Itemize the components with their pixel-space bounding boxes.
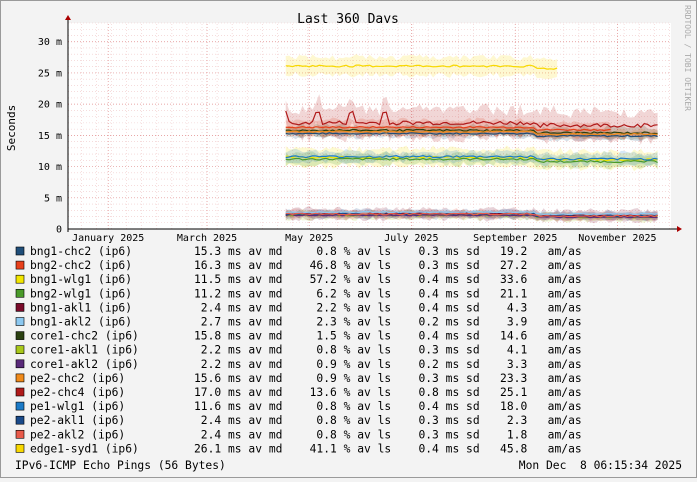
legend-swatch — [15, 303, 25, 312]
legend-series-name: pe1-wlg1 (ip6) — [30, 400, 125, 413]
legend-swatch — [15, 444, 25, 453]
legend-swatch — [15, 345, 25, 355]
x-tick-label: November 2025 — [578, 233, 656, 244]
legend-series-name: pe2-akl2 (ip6) — [30, 428, 125, 441]
legend-series-stats: 2.7 ms av md 2.3 % av ls 0.2 ms sd 3.9 a… — [194, 316, 582, 329]
y-tick-label: 25 m — [38, 68, 62, 79]
legend-series-stats: 15.8 ms av md 1.5 % av ls 0.4 ms sd 14.6… — [194, 330, 582, 343]
legend-series-stats: 11.6 ms av md 0.8 % av ls 0.4 ms sd 18.0… — [194, 400, 582, 413]
series-line — [285, 155, 658, 162]
legend-swatch — [15, 373, 25, 383]
y-tick-label: 10 m — [38, 162, 62, 173]
legend-series-name: core1-chc2 (ip6) — [30, 330, 139, 343]
y-axis-label: Seconds — [5, 105, 18, 151]
y-tick-label: 5 m — [44, 193, 62, 204]
legend-series-stats: 11.2 ms av md 6.2 % av ls 0.4 ms sd 21.1… — [194, 287, 582, 300]
series-line — [285, 132, 658, 138]
legend-series-name: bng1-chc2 (ip6) — [30, 245, 132, 258]
legend-series-stats: 17.0 ms av md 13.6 % av ls 0.8 ms sd 25.… — [194, 386, 582, 399]
x-tick-label: July 2025 — [384, 233, 438, 244]
legend-series-stats: 15.3 ms av md 0.8 % av ls 0.3 ms sd 19.2… — [194, 245, 582, 258]
legend-swatch — [15, 246, 25, 256]
x-tick-label: March 2025 — [177, 233, 237, 244]
legend-series-name: core1-akl1 (ip6) — [30, 344, 139, 357]
legend-series-name: bng2-wlg1 (ip6) — [30, 287, 132, 300]
y-tick-label: 15 m — [38, 131, 62, 142]
variance-band — [285, 127, 658, 142]
footer-timestamp: Mon Dec 8 06:15:34 2025 — [519, 459, 682, 472]
series-line — [285, 128, 658, 135]
series-line — [285, 157, 658, 164]
legend-swatch — [15, 317, 25, 326]
legend-series-name: bng1-akl2 (ip6) — [30, 316, 132, 329]
legend-swatch — [15, 260, 25, 270]
legend-series-stats: 15.6 ms av md 0.9 % av ls 0.3 ms sd 23.3… — [194, 372, 582, 385]
series-line — [285, 211, 658, 216]
legend-series-name: pe2-akl1 (ip6) — [30, 414, 125, 427]
series-line — [285, 125, 611, 132]
y-tick-label: 20 m — [38, 100, 62, 111]
series-lines — [285, 64, 658, 219]
series-line — [285, 155, 658, 161]
legend-series-name: bng1-wlg1 (ip6) — [30, 273, 132, 286]
legend-swatch — [15, 288, 25, 298]
legend-series-stats: 26.1 ms av md 41.1 % av ls 0.4 ms sd 45.… — [194, 442, 582, 455]
series-line — [285, 130, 658, 136]
grid — [68, 22, 671, 230]
y-tick-label: 0 — [56, 225, 62, 236]
legend-series-name: bng2-chc2 (ip6) — [30, 259, 132, 272]
legend-series-name: pe2-chc4 (ip6) — [30, 386, 125, 399]
legend-series-stats: 16.3 ms av md 46.8 % av ls 0.3 ms sd 27.… — [194, 259, 582, 272]
x-tick-label: January 2025 — [72, 233, 144, 244]
legend-series-name: pe2-chc2 (ip6) — [30, 372, 125, 385]
variance-band — [285, 151, 658, 170]
legend-series-stats: 2.4 ms av md 0.8 % av ls 0.3 ms sd 2.3 a… — [194, 414, 582, 427]
legend-swatch — [15, 415, 25, 425]
legend-series-stats: 2.4 ms av md 0.8 % av ls 0.3 ms sd 1.8 a… — [194, 428, 582, 441]
legend: bng1-chc2 (ip6) 15.3 ms av md 0.8 % av ls… — [15, 245, 582, 455]
legend-swatch — [15, 401, 25, 411]
y-axis-arrow — [65, 15, 71, 20]
plot-area — [68, 23, 671, 229]
x-tick-label: May 2025 — [285, 233, 333, 244]
axes: 0 5 m 10 m 15 m 20 m 25 m 30 m January 2025 Marc… — [38, 15, 682, 244]
legend-series-name: edge1-syd1 (ip6) — [30, 442, 139, 455]
legend-swatch — [15, 359, 25, 369]
legend-swatch — [15, 429, 25, 439]
legend-series-stats: 2.2 ms av md 0.9 % av ls 0.2 ms sd 3.3 a… — [194, 358, 582, 371]
legend-series-name: bng1-akl1 (ip6) — [30, 301, 132, 314]
y-tick-label: 30 m — [38, 37, 62, 48]
legend-series-name: core1-akl2 (ip6) — [30, 358, 139, 371]
series-line — [285, 64, 558, 70]
series-line — [285, 212, 658, 218]
series-line — [285, 110, 658, 129]
legend-series-stats: 11.5 ms av md 57.2 % av ls 0.4 ms sd 33.… — [194, 273, 582, 286]
legend-series-stats: 2.2 ms av md 0.8 % av ls 0.3 ms sd 4.1 a… — [194, 344, 582, 357]
variance-band — [285, 145, 658, 172]
x-axis-arrow — [677, 226, 682, 232]
legend-swatch — [15, 387, 25, 397]
legend-swatch — [15, 331, 25, 340]
watermark: RRDTOOL / TOBI OETIKER — [683, 5, 692, 111]
legend-series-stats: 2.4 ms av md 2.2 % av ls 0.4 ms sd 4.3 a… — [194, 301, 582, 314]
variance-band — [285, 125, 658, 141]
legend-swatch — [15, 274, 25, 284]
footer-probe-label: IPv6-ICMP Echo Pings (56 Bytes) — [15, 459, 226, 472]
x-tick-label: September 2025 — [473, 233, 557, 244]
